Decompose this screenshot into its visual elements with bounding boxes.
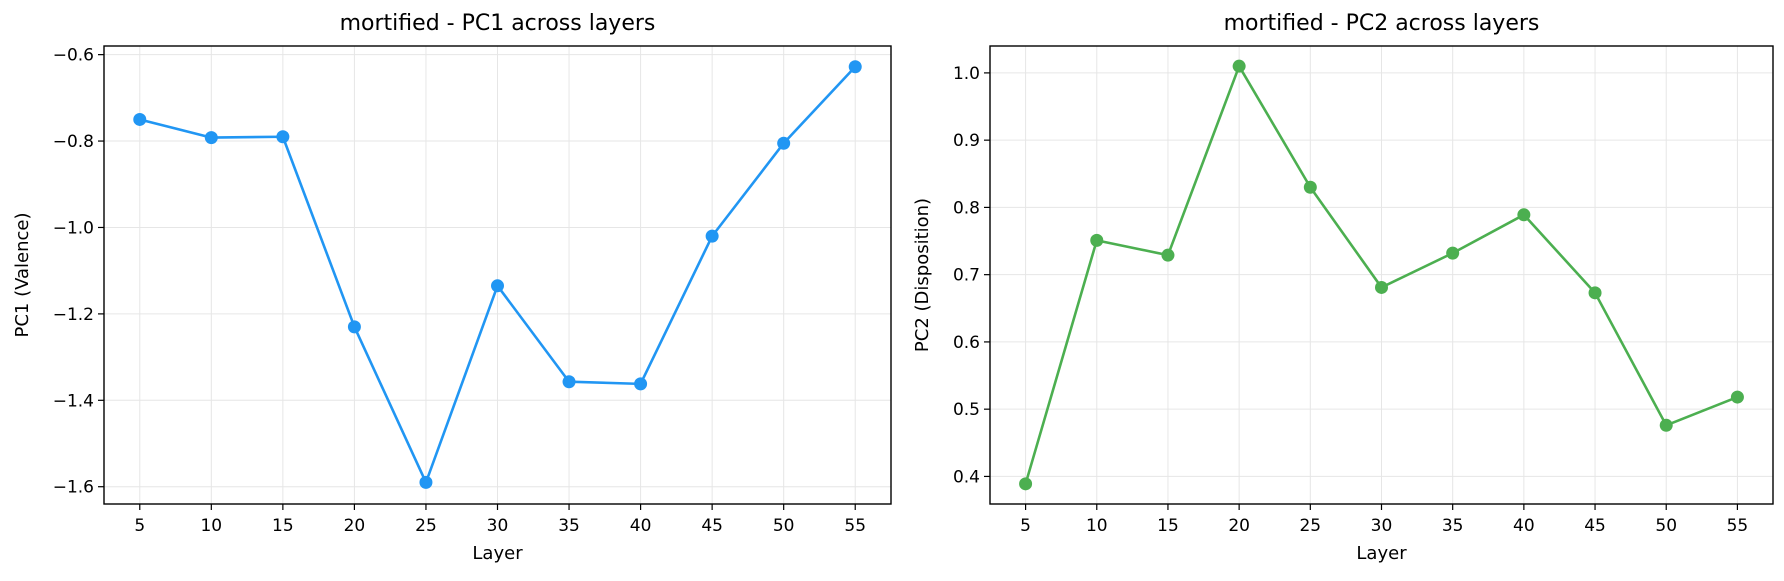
chart-pc1-point	[204, 131, 218, 145]
chart-pc1-point	[562, 375, 576, 389]
chart-pc1-points	[133, 60, 862, 489]
chart-pc1-point	[491, 279, 504, 293]
chart-pc2-x-tick-label: 50	[1655, 516, 1677, 536]
chart-pc1-point	[777, 136, 791, 150]
chart-pc1-point	[276, 130, 290, 144]
chart-pc2-x-tick-label: 30	[1371, 516, 1393, 536]
chart-pc2-y-tick-label: 0.7	[953, 266, 980, 286]
chart-pc1-x-ticks: 5 10 15 20 25 30 35 40 45 50 55	[134, 504, 866, 536]
chart-pc2-y-tick-label: 0.6	[953, 333, 980, 353]
chart-pc2-x-tick-label: 40	[1513, 516, 1535, 536]
chart-pc1-x-tick-label: 30	[487, 516, 509, 536]
chart-pc1-y-tick-label: −0.8	[53, 132, 94, 152]
chart-pc2-point	[1517, 208, 1531, 222]
chart-pc2-point	[1588, 286, 1602, 300]
chart-pc2-grid	[990, 46, 1773, 504]
chart-pc2-point	[1161, 248, 1175, 262]
chart-pc1-x-tick-label: 55	[844, 516, 866, 536]
chart-pc1-point	[705, 229, 719, 243]
chart-pc1-point	[634, 377, 648, 391]
chart-pc2-x-tick-label: 5	[1020, 516, 1031, 536]
chart-pc1-point	[419, 475, 433, 489]
chart-pc2-x-tick-label: 25	[1299, 516, 1321, 536]
chart-pc1-point	[848, 60, 862, 74]
chart-pc2-point	[1446, 246, 1460, 260]
chart-pc1-y-tick-label: −1.4	[53, 391, 94, 411]
chart-pc2-point	[1659, 418, 1673, 432]
chart-pc1-y-tick-label: −0.6	[53, 46, 94, 66]
chart-pc2-y-tick-label: 0.9	[953, 131, 980, 151]
chart-pc1-x-tick-label: 15	[272, 516, 294, 536]
chart-pc2-point	[1375, 280, 1388, 294]
chart-pc1-y-tick-label: −1.6	[53, 478, 94, 498]
chart-pc2-x-axis-label: Layer	[1356, 543, 1407, 564]
chart-pc2-x-tick-label: 45	[1584, 516, 1606, 536]
chart-pc1-x-tick-label: 50	[773, 516, 795, 536]
chart-pc2-points	[1019, 59, 1744, 491]
chart-pc1-x-tick-label: 45	[701, 516, 723, 536]
chart-pc2-x-tick-label: 10	[1086, 516, 1108, 536]
chart-pc2-x-tick-label: 55	[1727, 516, 1749, 536]
chart-pc2-point	[1730, 390, 1744, 404]
chart-pc1-title: mortified - PC1 across layers	[340, 11, 656, 36]
chart-pc2-y-tick-label: 0.4	[953, 467, 980, 487]
chart-pc2-y-tick-label: 1.0	[953, 64, 980, 84]
chart-pc2-x-tick-label: 35	[1442, 516, 1464, 536]
chart-pc1-x-tick-label: 10	[200, 516, 222, 536]
chart-pc2-y-axis-label: PC2 (Disposition)	[912, 198, 933, 352]
chart-pc1-y-tick-label: −1.2	[53, 305, 94, 325]
chart-pc1-y-ticks: −1.6 −1.4 −1.2 −1.0 −0.8 −0.6	[53, 46, 104, 498]
chart-pc1: 5 10 15 20 25 30 35 40 45 50 55 −1.6 −1.4 −1.2 −1.0 −0…	[12, 11, 892, 564]
chart-pc2-y-ticks: 0.4 0.5 0.6 0.7 0.8 0.9 1.0	[953, 64, 990, 487]
chart-pc2-y-tick-label: 0.5	[953, 400, 980, 420]
chart-pc2-y-tick-label: 0.8	[953, 198, 980, 218]
chart-pc2-point	[1090, 233, 1104, 247]
chart-pc2-point	[1303, 180, 1317, 194]
chart-pc2: 5 10 15 20 25 30 35 40 45 50 55 0.4 0.5 0.6 0.7 0.8 0.9…	[912, 11, 1774, 564]
chart-pc2-title: mortified - PC2 across layers	[1224, 11, 1540, 36]
chart-pc1-x-tick-label: 40	[630, 516, 652, 536]
chart-pc2-point	[1232, 59, 1246, 73]
chart-pc1-grid	[104, 46, 891, 504]
chart-pc1-x-tick-label: 5	[134, 516, 145, 536]
chart-pc1-x-tick-label: 35	[558, 516, 580, 536]
chart-pc2-x-tick-label: 20	[1228, 516, 1250, 536]
chart-pc1-point	[133, 112, 147, 126]
chart-pc1-y-tick-label: −1.0	[53, 218, 94, 238]
chart-pc1-y-axis-label: PC1 (Valence)	[12, 212, 33, 337]
chart-pc1-x-tick-label: 25	[415, 516, 437, 536]
chart-pc2-x-tick-label: 15	[1157, 516, 1179, 536]
chart-pc1-point	[347, 320, 361, 334]
chart-pc2-point	[1019, 477, 1033, 491]
chart-pc1-x-tick-label: 20	[344, 516, 366, 536]
chart-pc1-x-axis-label: Layer	[472, 543, 523, 564]
chart-pc2-x-ticks: 5 10 15 20 25 30 35 40 45 50 55	[1020, 504, 1748, 536]
